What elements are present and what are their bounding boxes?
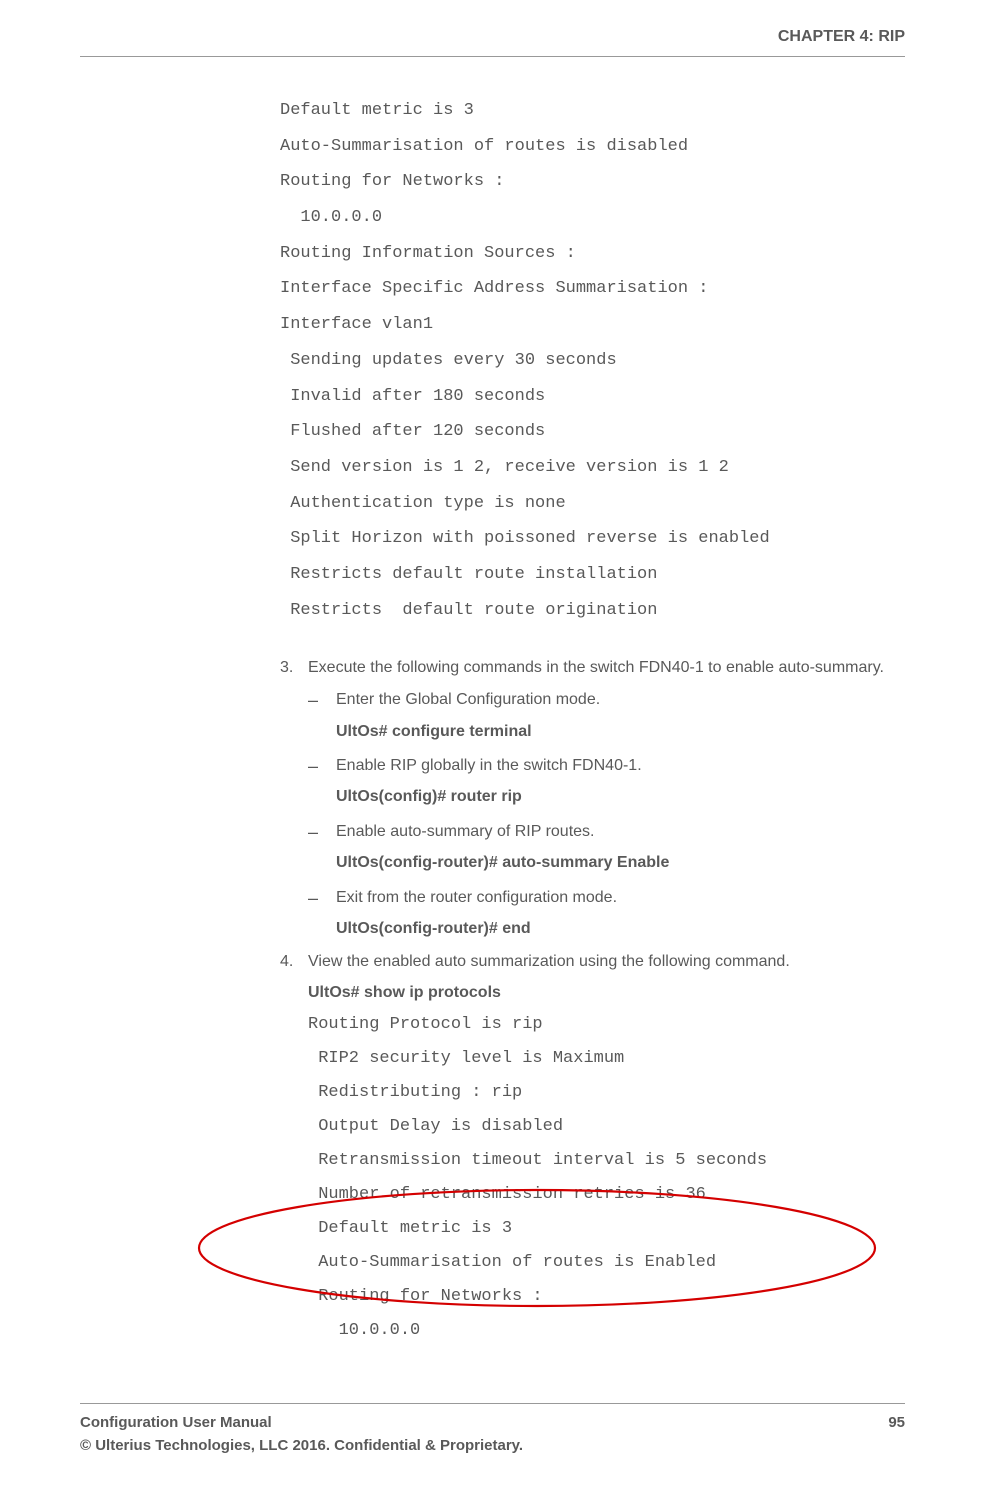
dash-icon: – (308, 820, 336, 845)
terminal-output-block-1: Default metric is 3 Auto-Summarisation o… (280, 93, 905, 628)
step-text: Execute the following commands in the sw… (308, 656, 884, 680)
command-text: UltOs(config-router)# end (280, 915, 905, 944)
substep: –Enter the Global Configuration mode. (280, 688, 905, 713)
command-text: UltOs(config)# router rip (280, 783, 905, 812)
page-header: CHAPTER 4: RIP (80, 28, 905, 57)
substep: –Enable auto-summary of RIP routes. (280, 820, 905, 845)
substep: –Enable RIP globally in the switch FDN40… (280, 754, 905, 779)
page-footer: Configuration User Manual © Ulterius Tec… (80, 1403, 905, 1457)
step-number: 4. (280, 950, 308, 974)
page-content: Default metric is 3 Auto-Summarisation o… (80, 93, 905, 1348)
footer-left: Configuration User Manual © Ulterius Tec… (80, 1412, 523, 1457)
command-text: UltOs(config-router)# auto-summary Enabl… (280, 849, 905, 878)
footer-title: Configuration User Manual (80, 1412, 523, 1435)
step-text: View the enabled auto summarization usin… (308, 950, 790, 974)
terminal-output-block-2: Routing Protocol is rip RIP2 security le… (280, 1008, 905, 1348)
dash-icon: – (308, 688, 336, 713)
command-text: UltOs# configure terminal (280, 718, 905, 747)
substep-text: Enable auto-summary of RIP routes. (336, 820, 595, 845)
dash-icon: – (308, 886, 336, 911)
substep-text: Enter the Global Configuration mode. (336, 688, 600, 713)
step-number: 3. (280, 656, 308, 680)
dash-icon: – (308, 754, 336, 779)
substep: –Exit from the router configuration mode… (280, 886, 905, 911)
command-text: UltOs# show ip protocols (280, 980, 905, 1006)
step-3: 3. Execute the following commands in the… (280, 656, 905, 680)
substep-text: Enable RIP globally in the switch FDN40-… (336, 754, 642, 779)
substep-text: Exit from the router configuration mode. (336, 886, 617, 911)
footer-page-number: 95 (888, 1412, 905, 1457)
step-4: 4. View the enabled auto summarization u… (280, 950, 905, 974)
footer-copyright: © Ulterius Technologies, LLC 2016. Confi… (80, 1435, 523, 1458)
